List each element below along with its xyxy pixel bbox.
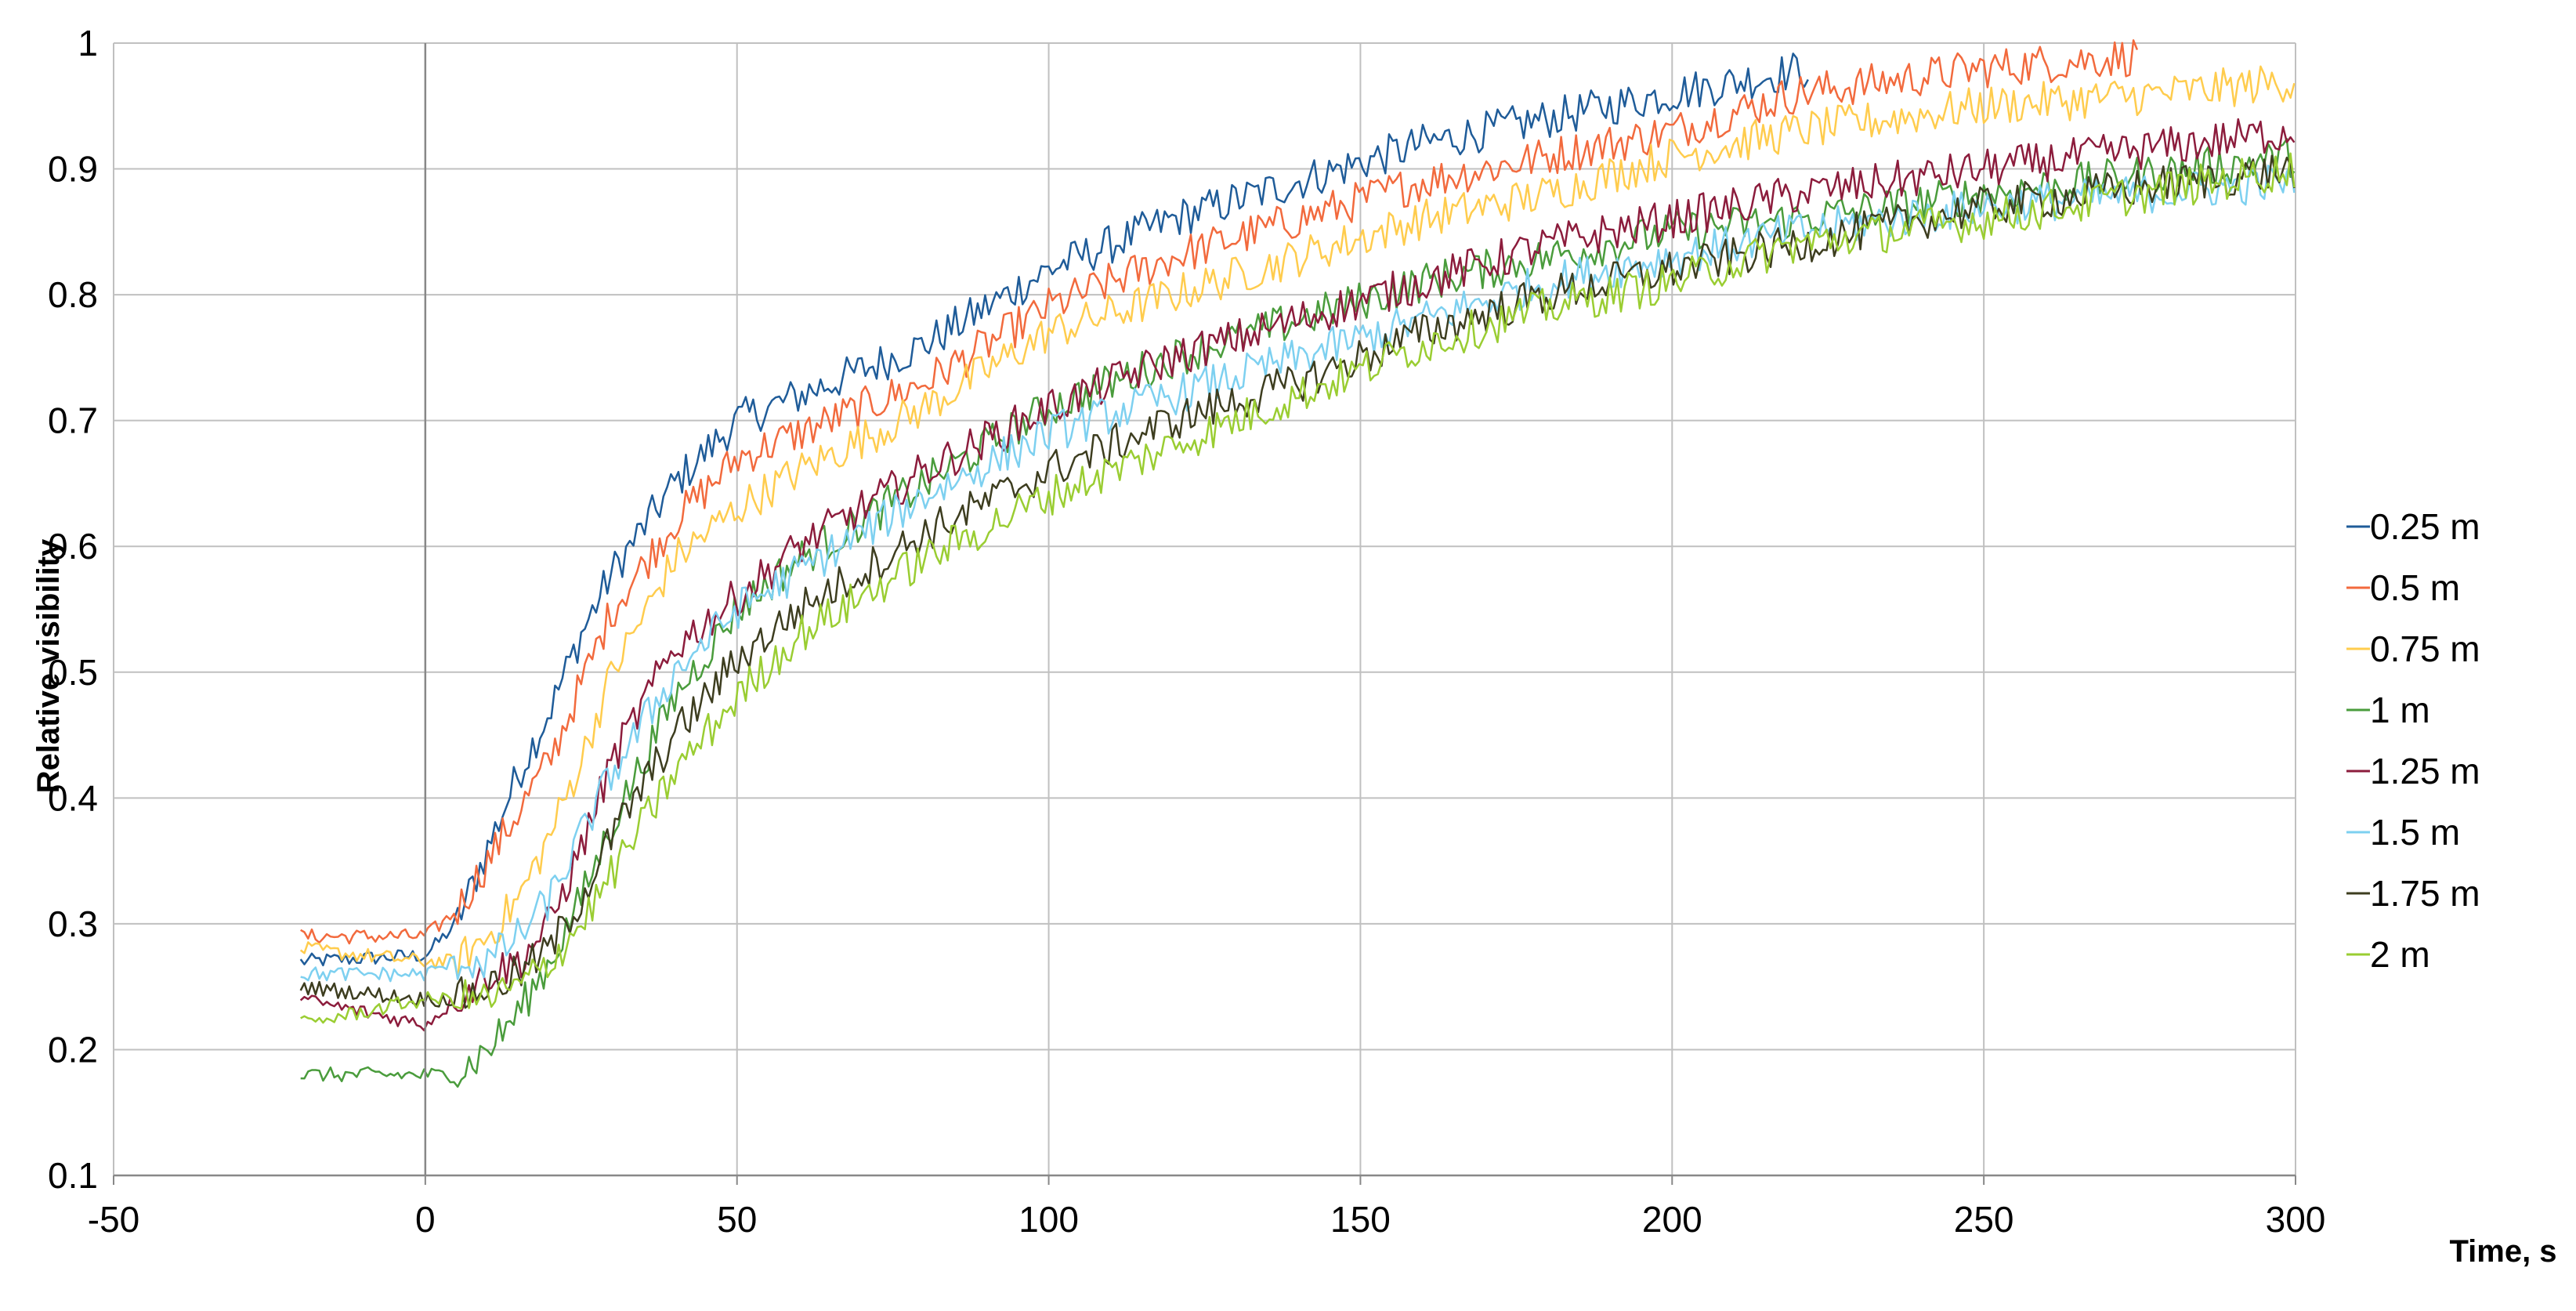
y-tick-label: 0.6	[48, 526, 98, 567]
series-line-0-75-m	[299, 65, 2296, 980]
legend-label: 1.25 m	[2370, 751, 2480, 791]
x-tick-label: 200	[1642, 1199, 1702, 1240]
y-tick-label: 1	[78, 23, 98, 63]
legend-label: 1.5 m	[2370, 812, 2460, 853]
y-tick-label: 0.9	[48, 149, 98, 190]
y-tick-label: 0.3	[48, 904, 98, 944]
x-tick-label: 0	[415, 1199, 436, 1240]
x-axis-title: Time, s	[2449, 1234, 2556, 1269]
legend-label: 1 m	[2370, 690, 2430, 730]
y-tick-label: 0.4	[48, 777, 98, 818]
legend-label: 2 m	[2370, 934, 2430, 975]
legend-label: 0.25 m	[2370, 506, 2480, 547]
y-tick-label: 0.1	[48, 1155, 98, 1196]
series-group	[299, 39, 2296, 1088]
x-tick-label: 250	[1954, 1199, 2014, 1240]
series-line-1-75-m	[299, 154, 2296, 1009]
series-line-2-m	[300, 152, 2296, 1024]
y-tick-label: 0.2	[48, 1029, 98, 1070]
legend: 0.25 m 0.5 m 0.75 m 1 m 1.25 m 1.5 m 1.75 m 2 m	[2346, 506, 2480, 975]
x-tick-label: 100	[1018, 1199, 1079, 1240]
series-line-1-5-m	[300, 164, 2296, 983]
series-line-1-25-m	[299, 118, 2296, 1032]
y-tick-label: 0.7	[48, 400, 98, 441]
x-tick-label: 300	[2266, 1199, 2326, 1240]
legend-label: 0.5 m	[2370, 567, 2460, 608]
legend-label: 1.75 m	[2370, 873, 2480, 914]
tick-labels: 0.1 0.2 0.3 0.4 0.5 0.6 0.7 0.8 0.9 1 -50 0 50 100 150…	[48, 23, 2325, 1240]
x-tick-label: -50	[88, 1199, 139, 1240]
x-tick-label: 150	[1330, 1199, 1391, 1240]
grid	[113, 42, 2296, 1176]
series-line-0-25-m	[299, 53, 1809, 967]
legend-label: 0.75 m	[2370, 628, 2480, 669]
y-axis-title: Relative visibility	[31, 538, 66, 793]
x-tick-label: 50	[717, 1199, 757, 1240]
y-tick-label: 0.8	[48, 274, 98, 315]
series-line-0-5-m	[300, 39, 2139, 945]
y-tick-label: 0.5	[48, 652, 98, 693]
axes	[113, 43, 2296, 1185]
